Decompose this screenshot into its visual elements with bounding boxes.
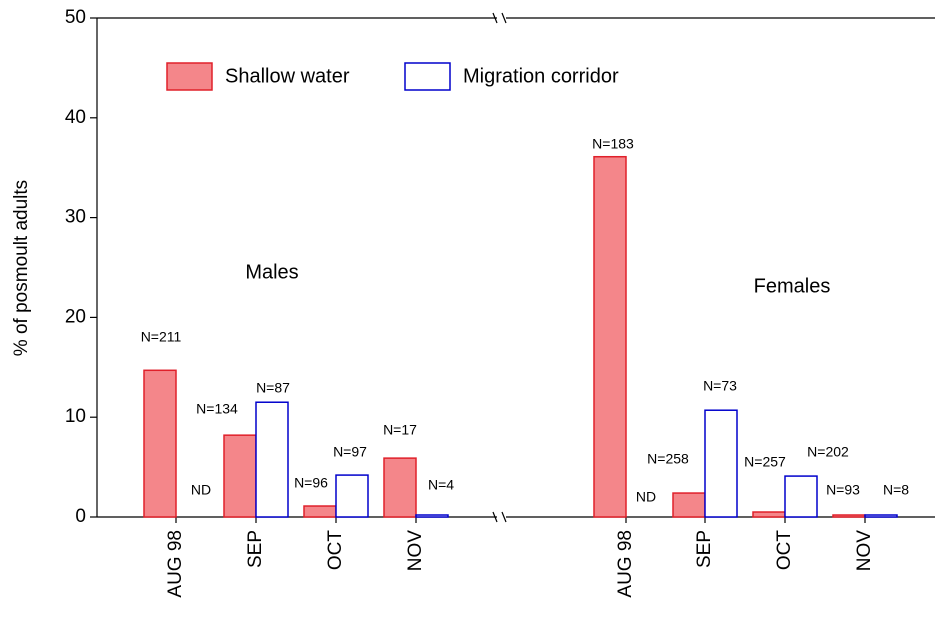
sample-label: ND	[191, 482, 211, 498]
panel-label: Males	[245, 261, 298, 283]
sample-label: N=258	[647, 451, 689, 467]
axis-break	[492, 12, 507, 523]
x-tick-label: SEP	[245, 530, 266, 568]
legend-swatch	[404, 62, 451, 91]
bar	[784, 475, 818, 518]
y-tick-label: 30	[65, 207, 86, 228]
axis-frame	[96, 17, 935, 518]
sample-label: N=93	[826, 482, 860, 498]
x-tick-label: NOV	[405, 530, 426, 572]
bar	[223, 434, 257, 518]
x-tick-label: NOV	[854, 530, 875, 572]
x-tick-label: AUG 98	[615, 530, 636, 598]
sample-label: ND	[636, 489, 656, 505]
y-tick-label: 50	[65, 7, 86, 28]
sample-label: N=97	[333, 444, 367, 460]
sample-label: N=73	[703, 378, 737, 394]
sample-label: N=8	[883, 482, 909, 498]
bar	[593, 155, 627, 518]
sample-label: N=183	[592, 136, 634, 152]
bar	[832, 514, 866, 518]
bar	[672, 492, 706, 518]
bar	[335, 474, 369, 518]
x-tick-label: OCT	[774, 530, 795, 571]
legend-swatch	[166, 62, 213, 91]
sample-label: N=4	[428, 477, 454, 493]
sample-label: N=257	[744, 454, 786, 470]
sample-label: N=134	[196, 401, 238, 417]
bar	[415, 514, 449, 518]
x-tick-label: AUG 98	[165, 530, 186, 598]
bar	[704, 409, 738, 518]
panel-label: Females	[754, 275, 831, 297]
y-tick-label: 10	[65, 406, 86, 427]
y-tick-label: 40	[65, 107, 86, 128]
y-tick-label: 0	[75, 506, 86, 527]
bar	[752, 511, 786, 518]
bar	[864, 514, 898, 518]
sample-label: N=211	[141, 329, 182, 345]
bar	[255, 401, 289, 518]
sample-label: N=202	[807, 444, 849, 460]
bar	[303, 505, 337, 518]
bar	[143, 369, 177, 518]
sample-label: N=87	[256, 380, 290, 396]
sample-label: N=96	[294, 475, 328, 491]
y-axis-label: % of posmoult adults	[11, 180, 32, 356]
y-tick-label: 20	[65, 306, 86, 327]
bar	[383, 457, 417, 518]
x-tick-label: OCT	[325, 530, 346, 571]
legend-label: Shallow water	[225, 65, 350, 87]
sample-label: N=17	[383, 422, 417, 438]
x-tick-label: SEP	[694, 530, 715, 568]
legend-label: Migration corridor	[463, 65, 619, 87]
